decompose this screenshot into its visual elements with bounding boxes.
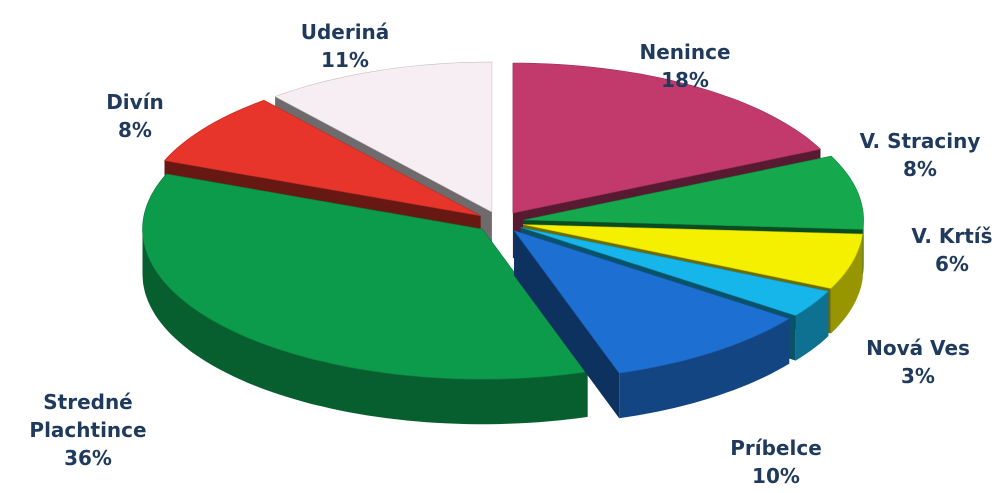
slice-wall xyxy=(142,229,588,425)
slice-wall xyxy=(830,234,863,334)
category-label: Divín xyxy=(106,90,164,114)
category-label: Príbelce xyxy=(730,436,822,460)
slice-wall xyxy=(862,220,864,275)
slice-label: V. Krtíš 6% xyxy=(911,222,992,278)
slice-top xyxy=(513,230,790,374)
slice-top xyxy=(512,62,822,214)
category-label: V. Krtíš xyxy=(911,224,993,248)
slice-side xyxy=(514,230,620,419)
slice-label: V. Straciny 8% xyxy=(860,127,981,183)
pie-slice xyxy=(142,173,589,425)
value-label: 18% xyxy=(661,68,709,92)
slice-label: Nenince 18% xyxy=(639,38,730,94)
category-label: V. Straciny xyxy=(859,129,981,153)
value-label: 8% xyxy=(903,157,937,181)
slice-top xyxy=(523,155,864,230)
slice-top xyxy=(163,99,481,217)
slice-wall xyxy=(795,291,829,361)
slice-label: Divín 8% xyxy=(106,88,164,144)
pie-slice xyxy=(513,230,790,419)
value-label: 10% xyxy=(752,464,800,488)
value-label: 6% xyxy=(935,252,969,276)
value-label: 3% xyxy=(901,364,935,388)
value-label: 11% xyxy=(321,48,369,72)
category-label: Nenince xyxy=(639,40,731,64)
category-label: Nová Ves xyxy=(866,336,970,360)
value-label: 36% xyxy=(64,446,112,470)
slice-label: Nová Ves 3% xyxy=(866,334,970,390)
slice-label: Uderiná 11% xyxy=(301,18,390,74)
slice-label: Príbelce 10% xyxy=(730,434,822,490)
slice-label: Stredné Plachtince 36% xyxy=(13,388,163,472)
slice-top xyxy=(142,173,589,380)
slice-top xyxy=(520,227,829,316)
slice-top xyxy=(274,61,493,213)
value-label: 8% xyxy=(118,118,152,142)
category-label: Stredné Plachtince xyxy=(29,390,147,442)
slice-top xyxy=(523,224,863,289)
category-label: Uderiná xyxy=(300,20,390,44)
slice-wall xyxy=(619,318,790,419)
